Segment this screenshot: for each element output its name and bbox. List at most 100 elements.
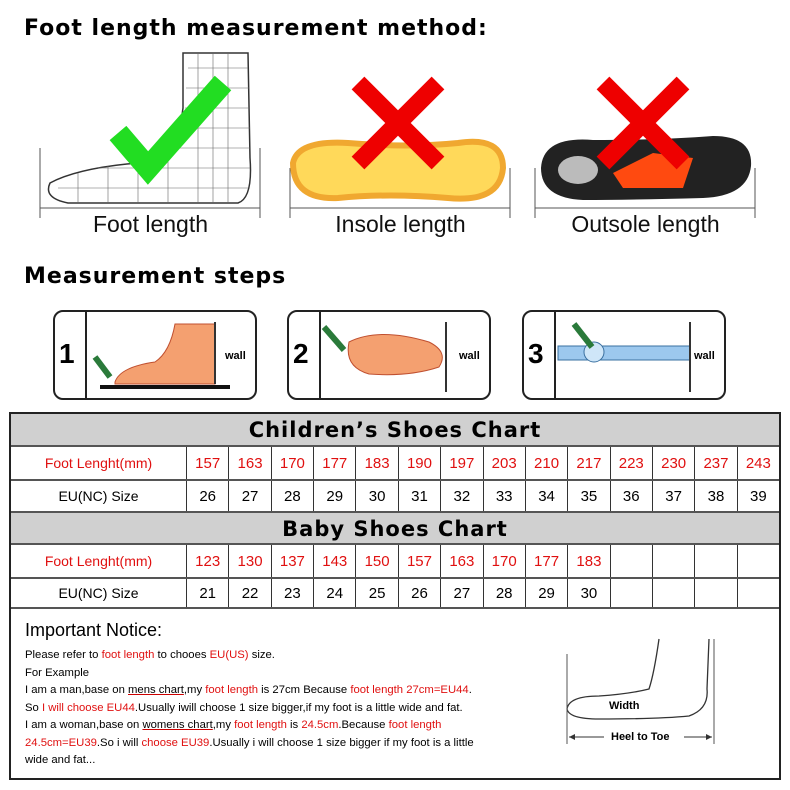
wall-label: wall	[694, 350, 715, 362]
cell: 27	[229, 481, 272, 511]
cell: 38	[695, 481, 738, 511]
cell: 230	[653, 447, 696, 479]
caption: Outsole length	[571, 211, 720, 237]
important-notice: Important Notice: Please refer to foot l…	[25, 620, 545, 770]
cell: 23	[272, 579, 315, 607]
cross-icon	[596, 76, 690, 170]
cell	[738, 579, 779, 607]
cell: 34	[526, 481, 569, 511]
cell: 29	[526, 579, 569, 607]
cell: 203	[484, 447, 526, 479]
ruler-illustration	[557, 322, 691, 392]
baby-length-row: Foot Lenght(mm) 123 130 137 143 150 157 163 170…	[11, 545, 779, 579]
cell: 22	[229, 579, 272, 607]
step-1: 1 wall	[53, 310, 257, 400]
notice-title: Important Notice:	[25, 620, 163, 640]
cell	[653, 545, 696, 577]
notice-line: I am a man,base on mens chart,my foot le…	[25, 684, 472, 696]
wall-label: wall	[225, 350, 246, 362]
cell: 130	[229, 545, 272, 577]
cell: 197	[441, 447, 484, 479]
cell: 157	[399, 545, 442, 577]
cell: 143	[314, 545, 357, 577]
cell: 177	[526, 545, 569, 577]
cell: 37	[653, 481, 696, 511]
cell: 30	[568, 579, 611, 607]
outsole-illustration	[534, 76, 756, 218]
caption: Foot length	[92, 211, 209, 237]
cell: 26	[187, 481, 230, 511]
step-number: 2	[293, 338, 309, 369]
cell	[738, 545, 779, 577]
method-foot-length: Foot length	[38, 48, 263, 238]
cell: 170	[484, 545, 526, 577]
cell: 163	[441, 545, 484, 577]
cell: 27	[441, 579, 484, 607]
cell: 25	[356, 579, 399, 607]
cell: 21	[187, 579, 230, 607]
cell: 163	[229, 447, 272, 479]
foot-diagram	[566, 638, 715, 744]
cell: 28	[272, 481, 315, 511]
insole-illustration	[289, 76, 511, 218]
notice-line: Please refer to foot length to chooes EU…	[25, 649, 275, 661]
heel-to-toe-label: Heel to Toe	[611, 731, 670, 743]
cell: 183	[568, 545, 611, 577]
cell: 190	[399, 447, 442, 479]
method-outsole-length: Outsole length	[533, 48, 758, 238]
width-label: Width	[609, 700, 640, 712]
cell: 35	[568, 481, 611, 511]
step-number: 3	[528, 338, 544, 369]
wall-label: wall	[459, 350, 480, 362]
cell: 237	[695, 447, 738, 479]
cell: 32	[441, 481, 484, 511]
row-label: Foot Lenght(mm)	[11, 447, 187, 479]
row-label: EU(NC) Size	[11, 481, 187, 511]
method-insole-length: Insole length	[288, 48, 513, 238]
cross-icon	[351, 76, 445, 170]
size-chart-table: Children’s Shoes Chart Foot Lenght(mm) 1…	[9, 412, 781, 780]
cell: 24	[314, 579, 357, 607]
baby-size-row: EU(NC) Size 21 22 23 24 25 26 27 28 29 30	[11, 579, 779, 609]
cell: 33	[484, 481, 526, 511]
notice-line: 24.5cm=EU39.So i will choose EU39.Usuall…	[25, 736, 474, 749]
foot-wireframe-illustration	[39, 52, 261, 218]
cell	[695, 545, 738, 577]
children-length-row: Foot Lenght(mm) 157 163 170 177 183 190 197 203…	[11, 447, 779, 481]
notice-line: I am a woman,base on womens chart,my foo…	[25, 719, 442, 731]
cell: 243	[745, 454, 771, 472]
cell: 170	[272, 447, 315, 479]
cell: 30	[356, 481, 399, 511]
step-3: 3 wall	[522, 310, 726, 400]
cell: 183	[356, 447, 399, 479]
notice-line: wide and fat...	[25, 754, 96, 766]
cell: 157	[187, 447, 230, 479]
row-label: EU(NC) Size	[11, 579, 187, 607]
cell: 29	[314, 481, 357, 511]
children-size-row: EU(NC) Size 26 27 28 29 30 31 32 33 34 35 36 37 38 39	[11, 481, 779, 513]
notice-line: For Example	[25, 666, 90, 679]
foot-on-ruler-illustration	[92, 322, 230, 389]
cell: 223	[611, 447, 653, 479]
step-number: 1	[59, 338, 75, 369]
check-icon	[109, 75, 232, 185]
cell: 28	[484, 579, 526, 607]
section-title: Measurement steps	[24, 264, 287, 289]
cell	[611, 579, 653, 607]
cell: 39	[750, 487, 767, 505]
cell: 150	[356, 545, 399, 577]
cell: 123	[187, 545, 230, 577]
cell: 177	[314, 447, 357, 479]
cell: 210	[526, 447, 569, 479]
foot-top-view-illustration	[321, 322, 447, 392]
children-chart-title: Children’s Shoes Chart	[11, 414, 779, 447]
cell: 31	[399, 481, 442, 511]
cell: 26	[399, 579, 442, 607]
cell	[653, 579, 696, 607]
cell	[695, 579, 738, 607]
cell: 217	[568, 447, 611, 479]
cell	[611, 545, 653, 577]
cell: 137	[272, 545, 315, 577]
baby-chart-title: Baby Shoes Chart	[11, 513, 779, 545]
step-2: 2 wall	[287, 310, 491, 400]
